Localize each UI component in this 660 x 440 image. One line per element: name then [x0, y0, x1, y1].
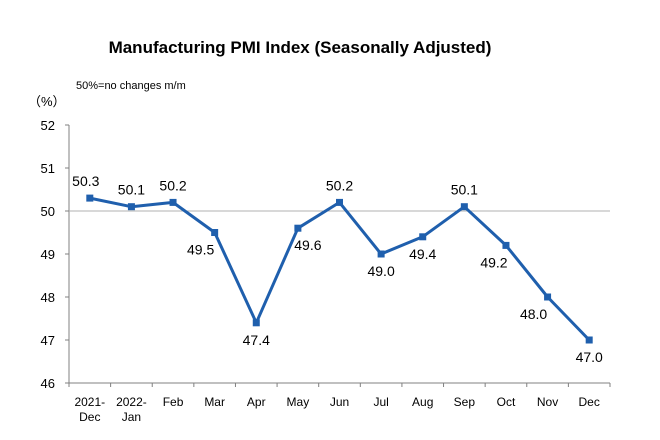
x-tick-label: Nov: [537, 395, 558, 409]
y-tick-label: 46: [41, 376, 55, 391]
x-tick-label: Mar: [204, 395, 225, 409]
data-label: 49.4: [409, 246, 436, 262]
x-tick-label: Sep: [454, 395, 476, 409]
x-tick-label: Dec: [579, 395, 600, 409]
data-point: [169, 198, 177, 206]
x-tick-label: Jan: [122, 410, 141, 424]
y-tick-label: 48: [41, 290, 55, 305]
data-point: [336, 198, 343, 206]
data-label: 48.0: [520, 306, 547, 322]
x-tick-label: 2021-: [74, 395, 105, 409]
series-pmi: [86, 194, 593, 344]
y-axis-unit-label: （%）: [28, 94, 66, 109]
data-label: 47.0: [576, 349, 603, 365]
x-tick-label: Oct: [497, 395, 516, 409]
x-tick-label: Jun: [330, 395, 349, 409]
data-label: 50.2: [159, 177, 186, 193]
data-label: 50.1: [451, 182, 478, 198]
series-line: [89, 196, 591, 342]
data-point: [502, 241, 510, 249]
data-point: [86, 194, 94, 202]
x-tick-label: 2022-: [116, 395, 147, 409]
chart-axes: [68, 125, 610, 384]
data-point: [211, 229, 219, 236]
data-point: [419, 233, 427, 241]
x-tick-label: May: [287, 395, 310, 409]
data-label: 50.1: [118, 182, 145, 198]
data-point: [460, 203, 468, 211]
data-point: [544, 293, 552, 301]
data-label: 49.0: [367, 263, 394, 279]
x-tick-label: Aug: [412, 395, 433, 409]
data-labels: 50.3 50.1 50.2 49.5 47.4 49.6 50.2 49.0 49.4 50.1…: [72, 173, 603, 365]
x-tick-label: Jul: [373, 395, 388, 409]
y-axis-ticks: 46 47 48 49 50 51 52: [41, 118, 69, 391]
x-tick-label: Feb: [163, 395, 184, 409]
data-point: [377, 250, 385, 258]
data-label: 50.3: [72, 173, 99, 189]
data-label: 49.2: [480, 254, 507, 270]
x-tick-label: Apr: [247, 395, 266, 409]
y-tick-label: 51: [41, 161, 55, 176]
data-label: 49.5: [187, 242, 214, 258]
y-tick-label: 47: [41, 333, 55, 348]
data-point: [294, 224, 302, 232]
data-label: 47.4: [243, 332, 270, 348]
data-label: 49.6: [294, 237, 321, 253]
y-tick-label: 50: [41, 204, 55, 219]
data-point: [585, 336, 593, 344]
y-tick-label: 49: [41, 247, 55, 262]
chart-title: Manufacturing PMI Index (Seasonally Adju…: [108, 38, 492, 57]
x-tick-label: Dec: [79, 410, 100, 424]
chart-note: 50%=no changes m/m: [76, 80, 186, 92]
data-point: [127, 203, 135, 211]
data-label: 50.2: [326, 177, 353, 193]
data-point: [252, 319, 260, 327]
y-tick-label: 52: [41, 118, 55, 133]
